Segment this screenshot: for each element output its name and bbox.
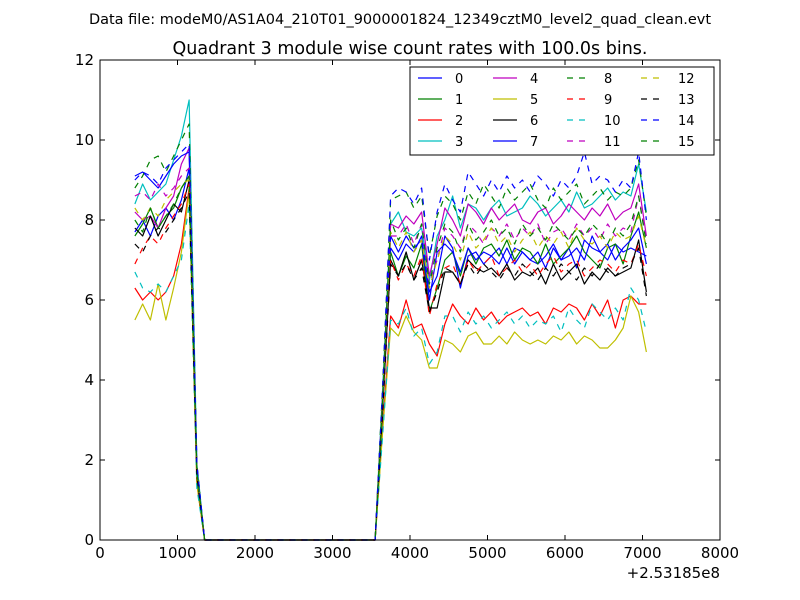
legend-label-10: 10 — [604, 114, 621, 129]
legend-label-3: 3 — [455, 135, 463, 150]
legend-label-12: 12 — [678, 72, 695, 87]
y-tick-label: 8 — [84, 211, 94, 229]
legend-label-6: 6 — [530, 114, 538, 129]
x-tick-label: 8000 — [701, 544, 739, 562]
legend-frame — [409, 66, 715, 156]
x-tick-label: 0 — [95, 544, 105, 562]
y-tick-label: 0 — [84, 531, 94, 549]
suptitle: Data file: modeM0/AS1A04_210T01_90000018… — [89, 12, 711, 28]
x-tick-label: 7000 — [623, 544, 661, 562]
legend-label-15: 15 — [678, 135, 695, 150]
legend-label-1: 1 — [455, 93, 463, 108]
x-tick-label: 3000 — [313, 544, 351, 562]
legend-label-11: 11 — [604, 135, 621, 150]
x-tick-label: 5000 — [468, 544, 506, 562]
x-tick-label: 2000 — [236, 544, 274, 562]
x-tick-label: 6000 — [546, 544, 584, 562]
y-tick-label: 6 — [84, 291, 94, 309]
plot-lines — [134, 99, 647, 541]
y-tick-label: 10 — [75, 131, 94, 149]
axes: 0 1000 2000 3000 4000 5000 6000 7000 80000246810… — [75, 51, 739, 562]
y-tick-label: 4 — [84, 371, 94, 389]
legend-label-5: 5 — [530, 93, 538, 108]
y-tick-label: 12 — [75, 51, 94, 69]
legend-label-4: 4 — [530, 72, 538, 87]
legend-label-7: 7 — [530, 135, 538, 150]
x-tick-label: 1000 — [158, 544, 196, 562]
legend-label-9: 9 — [604, 93, 612, 108]
legend-label-14: 14 — [678, 114, 695, 129]
legend-label-8: 8 — [604, 72, 612, 87]
x-offset-label: +2.53185e8 — [627, 564, 720, 582]
legend-label-13: 13 — [678, 93, 695, 108]
legend-label-2: 2 — [455, 114, 463, 129]
series-line-12 — [134, 179, 647, 541]
chart-title: Quadrant 3 module wise count rates with … — [173, 39, 648, 59]
x-tick-label: 4000 — [391, 544, 429, 562]
legend-label-0: 0 — [455, 72, 463, 87]
series-line-14 — [134, 143, 647, 541]
series-line-15 — [134, 175, 647, 541]
y-tick-label: 2 — [84, 451, 94, 469]
